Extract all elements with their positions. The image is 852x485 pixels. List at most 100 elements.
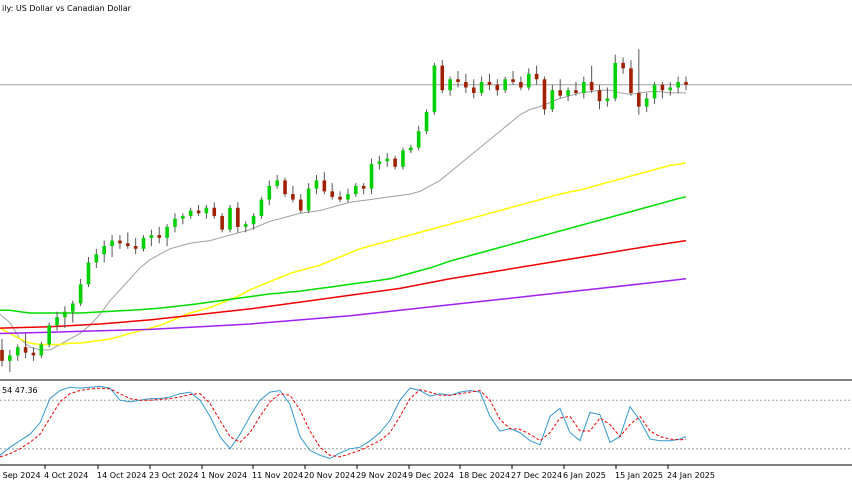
candle-body	[581, 82, 586, 93]
candle	[542, 76, 547, 115]
candle-body	[652, 84, 657, 99]
oscillator-signal-line	[0, 387, 687, 458]
candle-body	[47, 325, 51, 345]
candle-body	[86, 262, 91, 285]
candle-body	[432, 65, 437, 113]
candle-body	[55, 317, 59, 326]
moving-average-4	[0, 278, 687, 335]
candle	[236, 202, 240, 233]
candle	[652, 82, 657, 104]
candle	[291, 185, 295, 203]
moving-average-1	[0, 161, 687, 346]
candle-body	[338, 196, 342, 200]
candle-body	[125, 243, 130, 247]
candle	[94, 248, 99, 268]
x-tick-label: 20 Nov 2024	[304, 471, 355, 480]
candle-body	[385, 158, 390, 162]
candle-body	[393, 158, 397, 167]
x-tick-label: 9 Dec 2024	[408, 471, 454, 480]
candle-body	[181, 215, 185, 219]
candle-body	[228, 207, 232, 230]
candle-body	[31, 352, 36, 356]
candle-body	[597, 90, 602, 102]
candle-body	[511, 79, 515, 83]
x-tick-label: 6 Jan 2025	[563, 471, 606, 480]
candle-body	[534, 73, 539, 80]
candle	[306, 183, 311, 214]
x-tick-label: 27 Dec 2024	[511, 471, 562, 480]
candle	[149, 229, 154, 247]
candle	[243, 221, 248, 233]
candle	[55, 311, 59, 331]
candle-body	[196, 210, 201, 214]
candle-body	[133, 246, 138, 249]
oscillator-levels	[0, 399, 852, 450]
candle-body	[118, 240, 122, 244]
candle	[440, 60, 445, 93]
candle	[589, 65, 594, 93]
candle	[346, 188, 350, 203]
candle	[212, 202, 217, 219]
candle	[361, 183, 366, 195]
candle	[251, 213, 256, 230]
candle	[471, 79, 476, 99]
candle	[613, 54, 618, 102]
candle-body	[471, 87, 476, 93]
candle-body	[401, 150, 405, 167]
candle-body	[23, 347, 28, 353]
candle-body	[259, 199, 264, 216]
chart-title: ily: US Dollar vs Canadian Dollar	[2, 4, 132, 13]
x-tick-label: 29 Nov 2024	[356, 471, 407, 480]
candle-body	[275, 180, 279, 186]
candle	[526, 68, 531, 91]
candle	[298, 194, 303, 214]
candle	[479, 76, 484, 96]
candle-body	[644, 98, 649, 107]
candle	[377, 155, 382, 170]
candle	[393, 155, 397, 170]
candle-body	[377, 161, 382, 165]
candle-body	[314, 180, 319, 189]
candle	[259, 196, 264, 219]
candle-body	[291, 194, 295, 200]
candle	[8, 349, 12, 372]
candle-body	[157, 235, 162, 238]
x-tick-label: 23 Oct 2024	[149, 471, 198, 480]
moving-average-0	[0, 89, 686, 351]
x-tick-label: 24 Jan 2025	[667, 471, 715, 480]
candle	[181, 213, 185, 225]
candle	[314, 174, 319, 195]
candle-body	[204, 207, 209, 214]
x-tick-label: 4 Oct 2024	[44, 471, 88, 480]
candle-body	[479, 82, 484, 93]
candle	[15, 344, 20, 361]
candle-body	[212, 207, 217, 216]
candle-body	[526, 73, 531, 88]
candle	[353, 183, 358, 197]
candle	[597, 84, 602, 110]
price-pane[interactable]: ily: US Dollar vs Canadian Dollar	[0, 4, 852, 381]
candle	[605, 87, 610, 107]
candle	[157, 226, 162, 244]
candle	[70, 300, 75, 323]
candle-body	[369, 164, 374, 189]
candle	[644, 92, 649, 113]
candle	[204, 205, 209, 219]
candle-body	[589, 82, 594, 91]
candle-body	[306, 188, 311, 211]
candle-body	[322, 180, 327, 192]
candle-body	[0, 349, 4, 361]
oscillator-pane[interactable]: 54 47.36	[0, 385, 852, 466]
candle-body	[416, 131, 421, 148]
candle	[519, 76, 523, 91]
candle	[330, 183, 335, 200]
candle-body	[220, 215, 224, 230]
oscillator-lines	[0, 385, 687, 460]
candle-body	[550, 90, 555, 110]
candle	[401, 147, 405, 170]
candle	[102, 240, 107, 263]
candle	[63, 306, 67, 329]
candle-body	[149, 235, 154, 238]
